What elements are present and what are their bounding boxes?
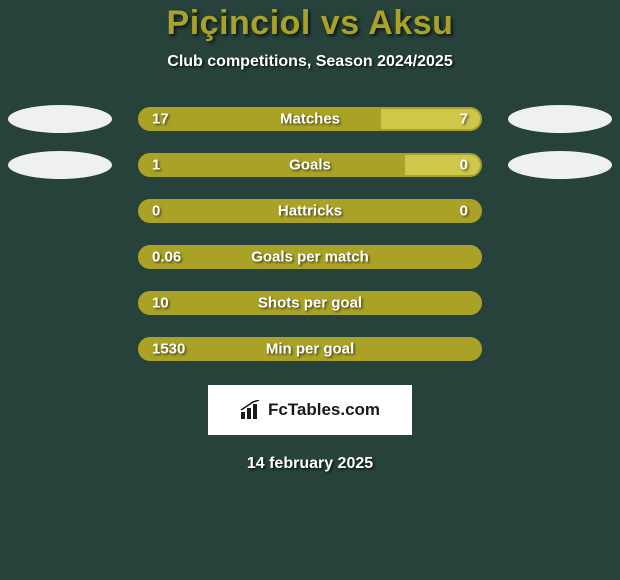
stat-left-value: 0 [152, 203, 160, 220]
footer-date: 14 february 2025 [0, 455, 620, 473]
stat-label: Matches [280, 111, 340, 128]
stat-label: Goals per match [251, 249, 369, 266]
stat-row-shots_per_goal: 10 Shots per goal [0, 291, 620, 315]
stat-left-value: 1 [152, 157, 160, 174]
stat-label: Shots per goal [258, 295, 362, 312]
stat-row-hattricks: 0 Hattricks 0 [0, 199, 620, 223]
stat-label: Goals [289, 157, 331, 174]
stat-left-value: 17 [152, 111, 169, 128]
stat-bar: 17Matches7 [138, 107, 482, 131]
stat-row-min_per_goal: 1530 Min per goal [0, 337, 620, 361]
stat-right-value: 0 [460, 203, 468, 220]
player-badge-right [508, 151, 612, 179]
stat-bar: 10 Shots per goal [138, 291, 482, 315]
stat-bar: 0.06 Goals per match [138, 245, 482, 269]
stat-row-goals_per_match: 0.06 Goals per match [0, 245, 620, 269]
player-badge-right [508, 105, 612, 133]
stat-bar: 1Goals0 [138, 153, 482, 177]
page-title: Piçinciol vs Aksu [0, 4, 620, 43]
stat-row-goals: 1Goals0 [0, 153, 620, 177]
stat-label: Min per goal [266, 341, 354, 358]
player-badge-left [8, 151, 112, 179]
comparison-rows: 17Matches71Goals00Hattricks00.06Goals pe… [0, 107, 620, 361]
branding-badge: FcTables.com [208, 385, 412, 435]
chart-icon [240, 400, 262, 420]
header: Piçinciol vs Aksu Club competitions, Sea… [0, 0, 620, 71]
stat-label: Hattricks [278, 203, 342, 220]
page-subtitle: Club competitions, Season 2024/2025 [0, 53, 620, 71]
stat-left-value: 0.06 [152, 249, 181, 266]
branding-text: FcTables.com [268, 400, 380, 420]
stat-bar: 0 Hattricks 0 [138, 199, 482, 223]
stat-left-value: 10 [152, 295, 169, 312]
stat-bar-right-fill [381, 109, 480, 129]
stat-row-matches: 17Matches7 [0, 107, 620, 131]
player-badge-left [8, 105, 112, 133]
stat-bar: 1530 Min per goal [138, 337, 482, 361]
stat-left-value: 1530 [152, 341, 185, 358]
stat-bar-right-fill [405, 155, 480, 175]
